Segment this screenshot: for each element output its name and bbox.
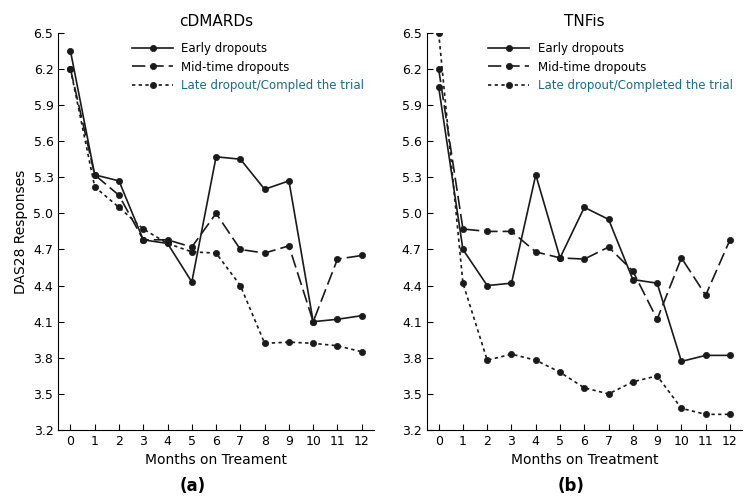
Title: TNFis: TNFis [564, 14, 605, 29]
Title: cDMARDs: cDMARDs [179, 14, 253, 29]
Legend: Early dropouts, Mid-time dropouts, Late dropout/Completed the trial: Early dropouts, Mid-time dropouts, Late … [485, 38, 736, 96]
Legend: Early dropouts, Mid-time dropouts, Late dropout/Compled the trial: Early dropouts, Mid-time dropouts, Late … [129, 38, 368, 96]
Text: (b): (b) [557, 477, 584, 495]
X-axis label: Months on Treament: Months on Treament [145, 454, 287, 468]
Text: (a): (a) [180, 477, 206, 495]
X-axis label: Months on Treatment: Months on Treatment [510, 454, 658, 468]
Y-axis label: DAS28 Responses: DAS28 Responses [14, 170, 28, 294]
